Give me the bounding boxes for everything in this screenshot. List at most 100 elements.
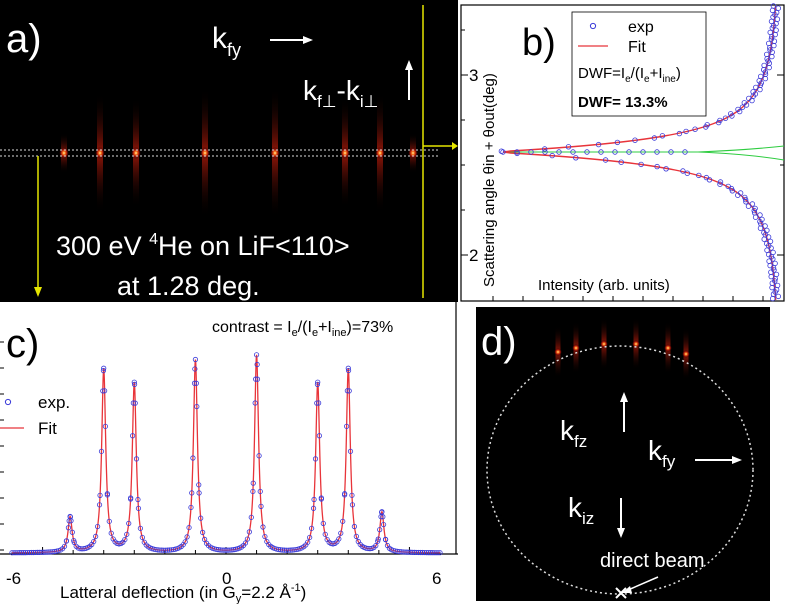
exp-point-b — [654, 163, 660, 170]
exp-point-b — [680, 168, 686, 174]
exp-point — [44, 549, 50, 555]
exp-point-peak — [100, 388, 106, 394]
exp-point-b-flat — [528, 149, 534, 155]
panel-a-detector-image: a) kfy kf⊥-ki⊥ 300 eV 4He on LiF<110> at… — [0, 0, 458, 302]
exp-point — [273, 546, 280, 552]
exp-point-b — [757, 225, 764, 231]
exp-point — [322, 531, 328, 537]
exp-point-b — [676, 130, 683, 137]
direct-beam-label: direct beam — [600, 550, 705, 572]
legend-c-fit-label: Fit — [38, 419, 57, 438]
exp-point — [190, 455, 196, 461]
exp-point-b — [743, 102, 750, 108]
exp-point-peak — [68, 518, 74, 524]
exp-point — [40, 549, 46, 555]
exp-point — [194, 403, 200, 410]
exp-point-b — [769, 284, 775, 291]
exp-point — [347, 448, 354, 454]
exp-point — [398, 549, 404, 555]
exp-point-b — [749, 97, 755, 104]
exp-point-b — [706, 177, 713, 183]
exp-point — [285, 547, 291, 553]
exp-point-peak — [257, 488, 263, 495]
exp-point-peak — [253, 376, 259, 382]
direct-beam-cross — [615, 587, 627, 599]
exp-point — [34, 549, 40, 556]
direct-beam-pointer — [627, 576, 659, 591]
kfy-d-arrowhead — [732, 456, 742, 464]
diffraction-spot — [375, 147, 385, 159]
exp-point-b — [541, 146, 548, 152]
exp-point — [19, 550, 25, 556]
exp-point — [283, 547, 289, 553]
legend-exp-label: exp — [628, 19, 654, 36]
exp-point-b — [729, 113, 735, 119]
exp-point — [96, 502, 103, 508]
exp-point-b-flat — [668, 149, 674, 155]
exp-point — [26, 549, 33, 556]
panel-c-xlabel: Latteral deflection (in Gy=2.2 Å-1) — [60, 582, 306, 604]
exp-point — [377, 527, 383, 533]
exp-point-b — [745, 203, 752, 209]
exp-point — [98, 448, 105, 454]
exp-point — [250, 480, 256, 486]
exp-point — [344, 423, 350, 429]
exp-point — [349, 502, 356, 508]
exp-point-b-flat — [640, 149, 646, 155]
exp-point — [227, 547, 233, 553]
exp-point — [48, 549, 54, 555]
exp-point-b — [770, 295, 776, 302]
diffraction-spot — [95, 147, 105, 159]
exp-point — [433, 550, 439, 556]
exp-point — [421, 549, 428, 556]
tick-label-6: 6 — [432, 569, 441, 588]
panel-a-label: a) — [6, 17, 42, 61]
exp-point-b — [618, 159, 624, 165]
exp-point — [254, 361, 260, 368]
exp-point-b — [742, 196, 749, 203]
exp-point-b — [770, 265, 777, 271]
legend-exp-marker — [589, 22, 597, 30]
kperp-label: kf⊥-ki⊥ — [303, 75, 378, 111]
exp-point — [186, 524, 192, 531]
exp-point-peak — [382, 537, 389, 543]
diffraction-spot-d — [682, 350, 690, 358]
exp-point-peak — [375, 536, 381, 542]
exp-point — [328, 540, 334, 547]
exp-point-b — [769, 53, 775, 60]
exp-point-b — [729, 188, 736, 194]
exp-point-b — [758, 73, 764, 80]
kfz-label: kfz — [560, 415, 587, 451]
exp-point — [159, 547, 165, 553]
panel-c-svg: exp. Fit c) contrast = Ie/(Ie+Iine)=73% … — [0, 302, 458, 604]
exp-point — [42, 549, 48, 555]
exp-point — [95, 523, 101, 530]
exp-point-b — [757, 212, 763, 218]
exp-point — [135, 505, 142, 511]
exp-point — [36, 549, 42, 555]
exp-point-b — [773, 271, 780, 278]
exp-point — [163, 547, 169, 553]
exp-point-peak — [102, 388, 108, 394]
contrast-formula: contrast = Ie/(Ie+Iine)=73% — [212, 319, 393, 339]
exp-point — [137, 525, 143, 531]
fit-curve-c — [12, 354, 440, 554]
panel-d-svg: d) kfz kfy kiz direct beam — [476, 307, 770, 601]
tick-label-neg6: -6 — [6, 569, 21, 588]
exp-point-peak — [192, 356, 199, 363]
exp-points-c — [9, 352, 443, 556]
exp-point — [336, 536, 342, 542]
exp-point — [316, 433, 322, 439]
diffraction-spot-d — [554, 348, 562, 356]
exp-point — [408, 549, 414, 555]
diffraction-spot-d — [572, 344, 580, 352]
exp-point — [431, 550, 437, 556]
exp-point — [314, 381, 321, 387]
exp-point — [435, 550, 441, 556]
exp-point-b-flat — [654, 149, 660, 155]
exp-point — [215, 547, 221, 553]
exp-point — [153, 546, 159, 553]
exp-point — [46, 549, 52, 555]
fit-component-green-2 — [503, 151, 785, 161]
exp-point — [79, 546, 85, 552]
